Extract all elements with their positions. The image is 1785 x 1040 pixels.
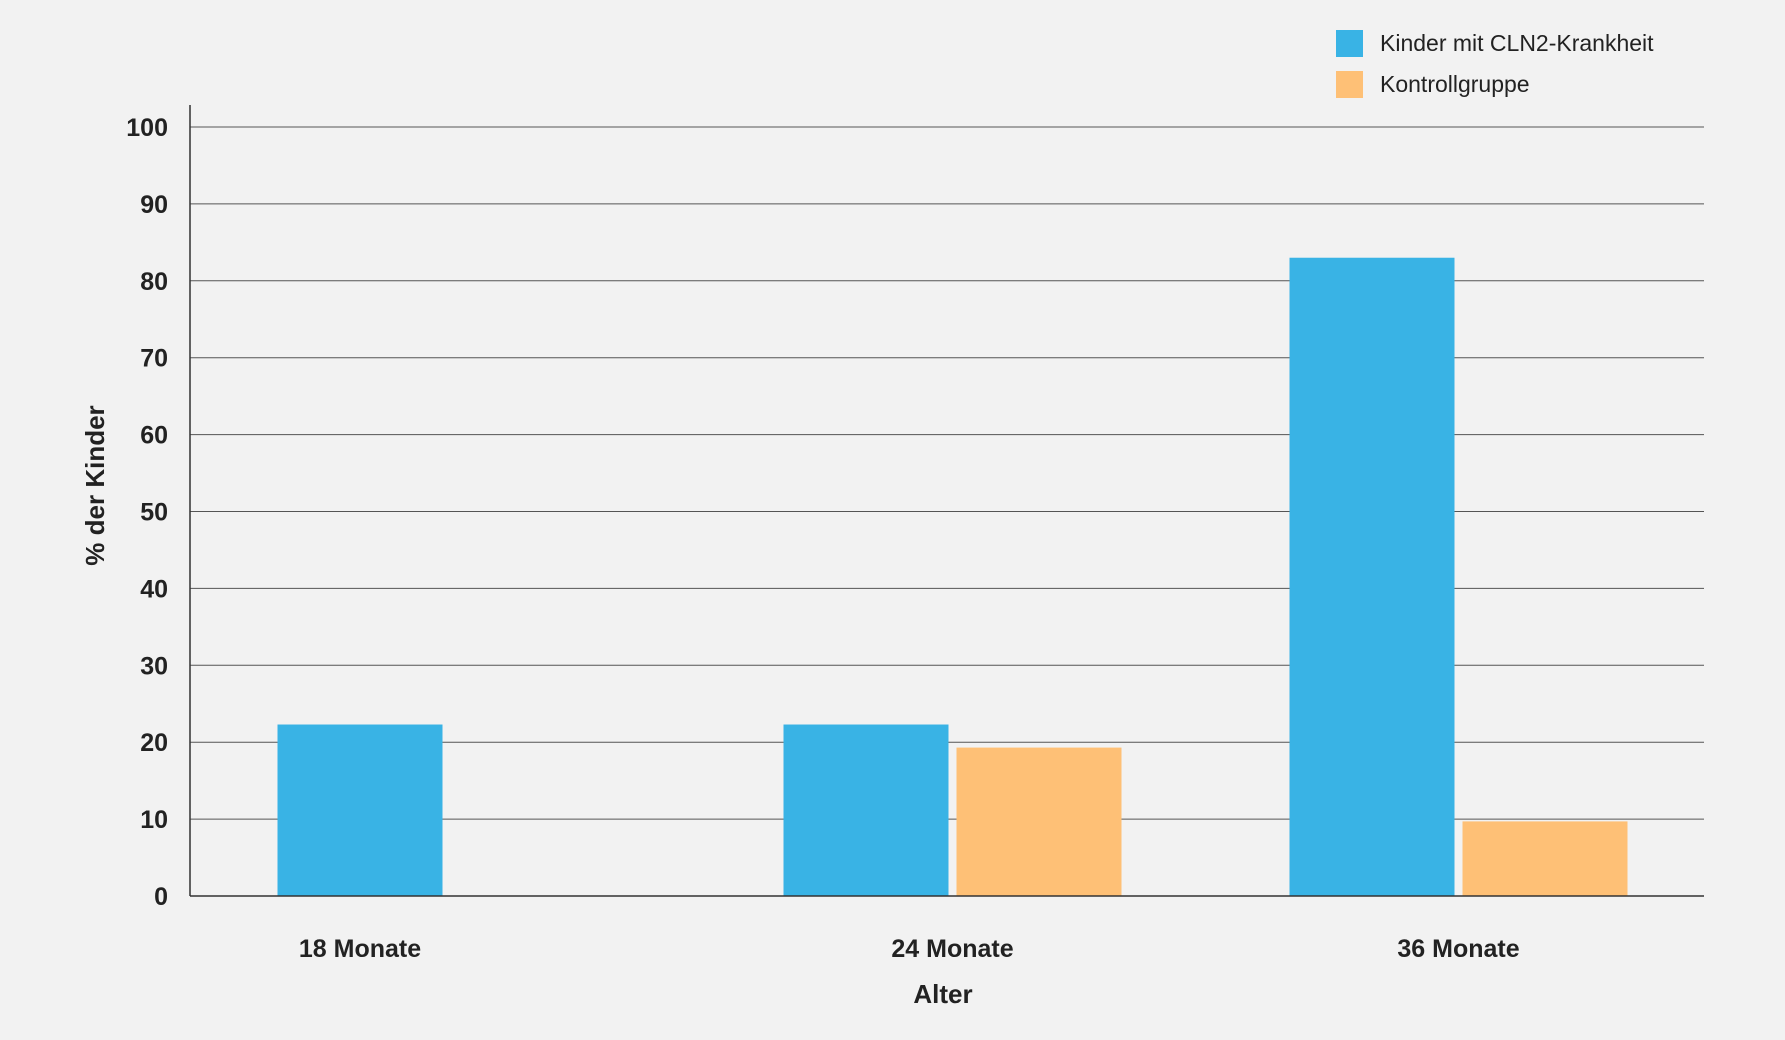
x-tick-label: 36 Monate <box>1397 935 1519 963</box>
bar <box>956 747 1122 896</box>
y-tick-label: 90 <box>140 191 168 219</box>
y-axis-title: % der Kinder <box>80 405 110 565</box>
y-tick-label: 10 <box>140 806 168 834</box>
bar <box>1289 257 1455 897</box>
x-axis-title: Alter <box>913 979 972 1009</box>
legend-swatch <box>1336 71 1363 98</box>
y-tick-label: 50 <box>140 499 168 527</box>
y-tick-label: 70 <box>140 345 168 373</box>
bar <box>783 724 949 896</box>
bars <box>277 257 1628 897</box>
legend-label: Kinder mit CLN2-Krankheit <box>1380 30 1654 56</box>
legend-swatch <box>1336 30 1363 57</box>
x-tick-label: 24 Monate <box>891 935 1013 963</box>
x-tick-labels: 18 Monate 24 Monate 36 Monate <box>299 935 1520 963</box>
y-tick-label: 20 <box>140 729 168 757</box>
y-tick-label: 80 <box>140 268 168 296</box>
y-tick-label: 60 <box>140 422 168 450</box>
x-tick-label: 18 Monate <box>299 935 421 963</box>
y-tick-label: 30 <box>140 652 168 680</box>
legend-label: Kontrollgruppe <box>1380 71 1530 97</box>
legend: Kinder mit CLN2-Krankheit Kontrollgruppe <box>1336 30 1654 98</box>
y-tick-label: 0 <box>154 883 168 911</box>
bar <box>277 724 443 896</box>
y-tick-labels: 0 10 20 30 40 50 60 70 80 90 100 <box>126 114 168 911</box>
y-tick-label: 40 <box>140 575 168 603</box>
bar <box>1462 821 1628 896</box>
y-tick-label: 100 <box>126 114 168 142</box>
